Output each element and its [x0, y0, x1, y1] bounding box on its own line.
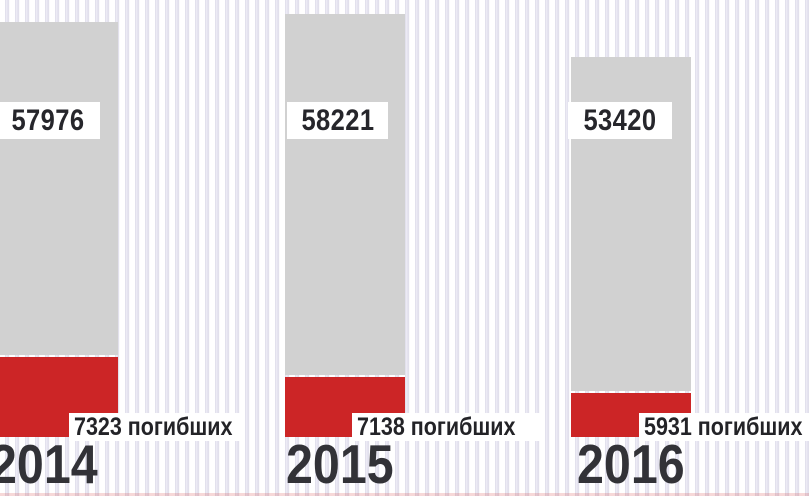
bar-2014-total-label-box: 57976	[0, 102, 100, 139]
bar-2016-deaths-value: 5931 погибших	[644, 412, 803, 441]
year-label-2015: 2015	[286, 433, 394, 495]
bottom-red-tint-strip	[0, 493, 809, 496]
bar-2016-deaths-label-box: 5931 погибших	[639, 413, 809, 441]
bar-2014-deaths-value: 7323 погибших	[74, 412, 233, 441]
bar-2015-total-label-box: 58221	[287, 102, 388, 139]
bar-2015-gray-segment	[285, 14, 405, 375]
bar-2014-total-value: 57976	[11, 103, 85, 137]
bar-2014-deaths-label-box: 7323 погибших	[69, 413, 241, 441]
bar-2015-deaths-label-box: 7138 погибших	[352, 413, 540, 441]
year-label-2016: 2016	[577, 433, 685, 495]
year-label-2014: 2014	[0, 433, 98, 495]
bar-2014-gray-segment	[0, 22, 118, 355]
bar-2015-deaths-value: 7138 погибших	[357, 412, 516, 441]
bar-2016-total-label-box: 53420	[568, 102, 672, 139]
bar-2016-total-value: 53420	[583, 103, 657, 137]
bar-2015-total-value: 58221	[300, 103, 375, 137]
